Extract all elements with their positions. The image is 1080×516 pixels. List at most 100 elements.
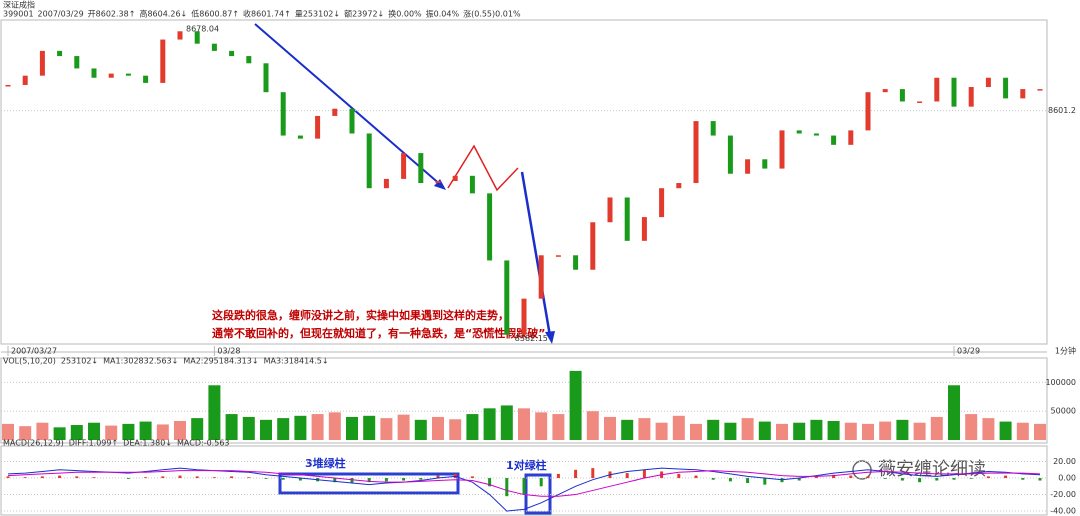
volume-bar [758, 421, 771, 440]
macd-bar [58, 475, 62, 479]
candle [934, 77, 940, 102]
interval: 1分钟 [1055, 346, 1076, 356]
candle [882, 89, 888, 93]
candle [848, 130, 854, 145]
box [278, 472, 460, 495]
price-panel [0, 19, 1048, 345]
candle [349, 108, 355, 134]
volume-bar [88, 422, 100, 440]
volume-bar [930, 416, 943, 440]
candle [607, 197, 613, 223]
x-tick-label: 03/28 [217, 347, 240, 356]
macd-bar [883, 478, 887, 479]
candle [435, 180, 441, 184]
candle [22, 75, 28, 85]
macd-bar [746, 478, 750, 483]
volume-bar [827, 420, 840, 440]
info-item: 399001 [3, 10, 34, 19]
candle [590, 222, 596, 270]
candle [297, 135, 303, 139]
macd-bar [986, 476, 990, 479]
volume-bar [862, 423, 874, 440]
legend-item: DIFF:1.099↑ [69, 439, 118, 448]
info-item: 高8604.26↓ [139, 9, 187, 19]
macd-bar [935, 478, 939, 481]
volume-bar [741, 418, 754, 440]
macd-bar [75, 476, 79, 479]
candle [1037, 89, 1043, 91]
macd-bar [900, 478, 904, 481]
volume-bar [414, 419, 427, 440]
candle [74, 56, 80, 69]
volume-bar [139, 421, 152, 440]
info-item: 收8601.74↑ [243, 9, 291, 19]
candle [504, 260, 510, 335]
volume-bar [156, 424, 169, 440]
macd-bar [574, 469, 578, 479]
volume-bar [483, 408, 496, 440]
candle [125, 73, 131, 76]
volume-bar [896, 419, 909, 440]
macd-bar [694, 475, 698, 479]
volume-bar [810, 419, 823, 440]
candle [727, 135, 733, 174]
y-tick-label: 8601.2 [1048, 106, 1076, 115]
volume-bar [105, 425, 118, 440]
macd-bar [556, 473, 560, 479]
macd-bar [23, 477, 27, 479]
candle [779, 130, 785, 169]
macd-bar [969, 478, 973, 479]
candle [641, 217, 647, 241]
volume-bar [277, 418, 290, 440]
macd-bar [281, 478, 285, 480]
legend-item: DEA:1.380↓ [123, 439, 172, 448]
volume-bar [242, 416, 255, 440]
candle [194, 31, 200, 44]
candle [160, 39, 166, 83]
macd-bar [126, 478, 130, 479]
watermark: 薇安缠论细读 [878, 459, 986, 480]
volume-bar [294, 415, 307, 440]
volume-bar [569, 370, 582, 440]
macd-bar [470, 476, 474, 479]
candle [1020, 89, 1026, 99]
candle [917, 101, 923, 103]
candle [624, 197, 630, 241]
candle [211, 43, 217, 51]
macd-bar [402, 478, 406, 481]
candle [813, 133, 819, 136]
volume-bar [655, 422, 668, 440]
candle [745, 159, 751, 174]
volume-bar [672, 415, 685, 440]
note: 这段跌的很急，缠师没讲之前，实操中如果遇到这样的走势， [212, 308, 509, 322]
volume-bar [707, 419, 720, 440]
macd-bar [178, 475, 182, 479]
candle [263, 63, 269, 93]
macd-bar [436, 475, 440, 479]
box [524, 473, 552, 515]
candle [487, 193, 493, 261]
candle [57, 50, 63, 57]
macd-bar [333, 478, 337, 483]
candle [177, 31, 183, 40]
macd-line [7, 470, 1041, 497]
volume-bar [432, 416, 444, 440]
candle [555, 255, 561, 257]
macd-bar [591, 468, 595, 479]
volume-bar [844, 422, 857, 440]
box-label: 3堆绿柱 [305, 456, 346, 470]
macd-bar [763, 478, 767, 485]
macd-bar [1004, 475, 1008, 479]
candle [899, 89, 905, 102]
info-item: 量253102↓ [295, 10, 340, 19]
panel-title: MACD(26,12,9) [3, 439, 64, 448]
volume-bar [208, 385, 221, 440]
volume-bar [225, 414, 238, 440]
macd-bar [367, 478, 371, 483]
macd-bar [522, 478, 526, 495]
volume-bar [311, 414, 324, 440]
macd-bar [1021, 478, 1025, 480]
candle [710, 121, 716, 136]
y-tick-label: -20.00 [1050, 490, 1076, 499]
info-item: 涨(0.55)0.01% [463, 9, 521, 19]
